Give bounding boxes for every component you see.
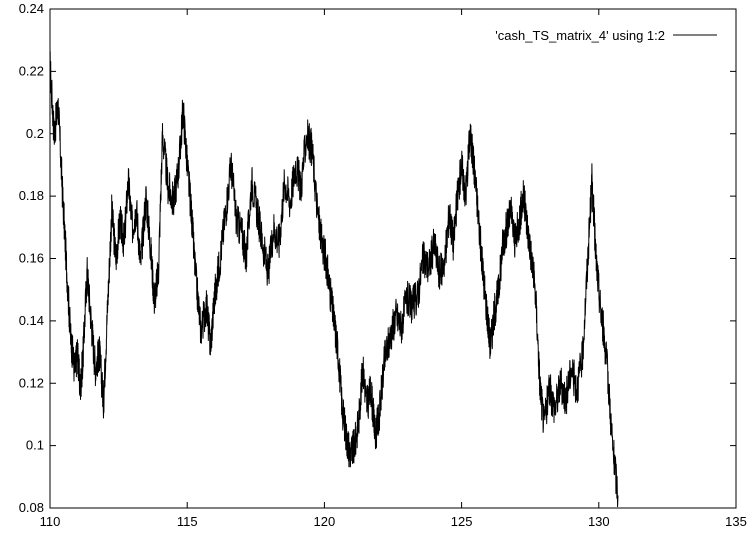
- y-tick-label: 0.18: [19, 188, 44, 203]
- legend: 'cash_TS_matrix_4' using 1:2: [495, 28, 717, 43]
- series-layer: [49, 50, 619, 508]
- x-tick-label: 125: [451, 514, 473, 529]
- y-tick-label: 0.08: [19, 500, 44, 515]
- y-tick-label: 0.16: [19, 251, 44, 266]
- y-tick-label: 0.24: [19, 1, 44, 16]
- x-tick-label: 110: [40, 514, 61, 529]
- y-tick-label: 0.2: [26, 126, 44, 141]
- x-tick-label: 115: [177, 514, 198, 529]
- legend-label: 'cash_TS_matrix_4' using 1:2: [495, 28, 665, 43]
- plot-area-border: [49, 8, 737, 509]
- y-tick-label: 0.12: [19, 375, 44, 390]
- y-tick-label: 0.22: [19, 63, 44, 78]
- x-tick-label: 120: [314, 514, 336, 529]
- y-tick-label: 0.1: [26, 438, 44, 453]
- x-tick-label: 135: [725, 514, 747, 529]
- x-tick-label: 130: [588, 514, 610, 529]
- series-line: [49, 50, 619, 508]
- tick-layer: 0.08 0.1 0.12 0.14 0.16 0.18 0.2 0.22 0.24 110 115…: [19, 1, 747, 529]
- y-tick-label: 0.14: [19, 313, 44, 328]
